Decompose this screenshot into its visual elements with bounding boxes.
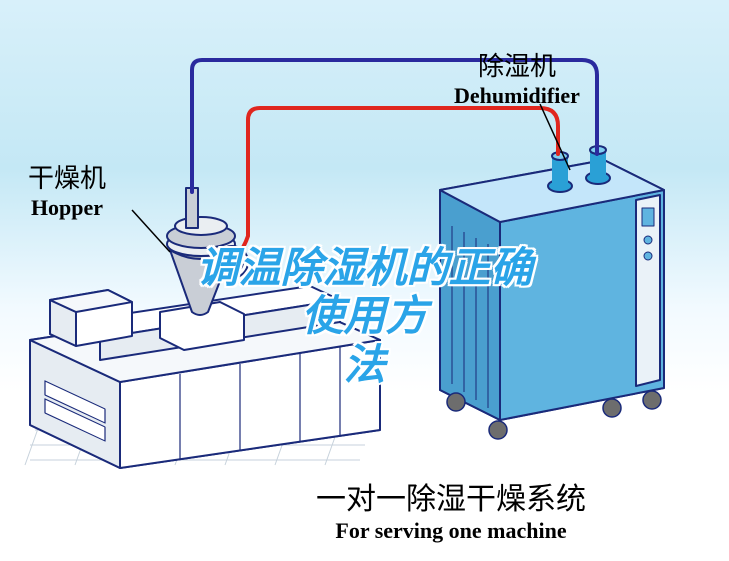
overlay-headline: 调温除湿机的正确使用方 法 (182, 244, 547, 389)
